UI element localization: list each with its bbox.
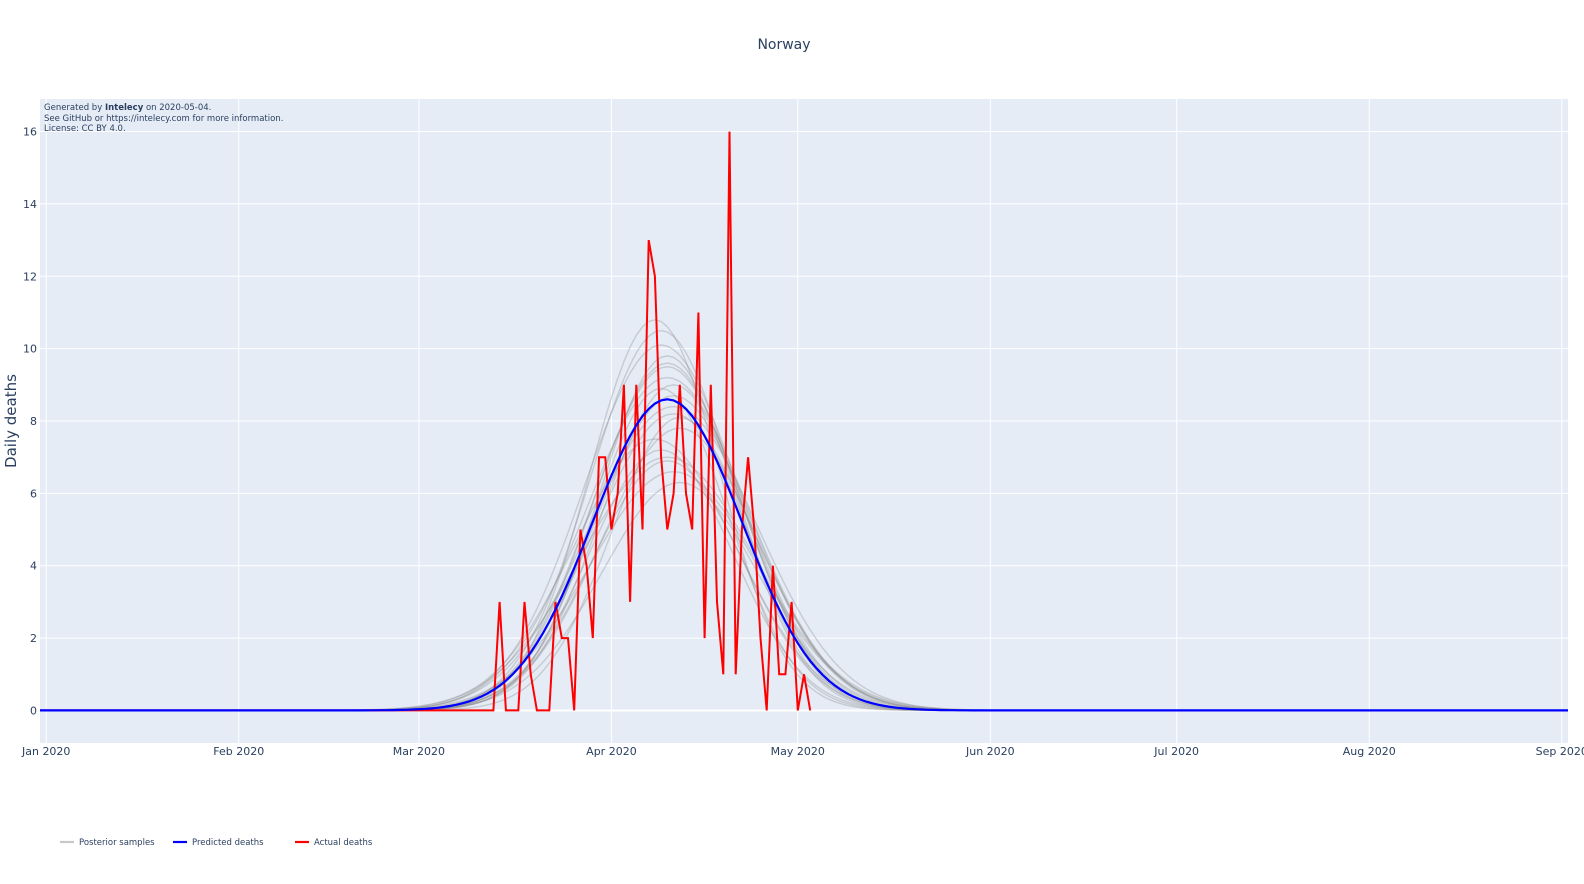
grid-lines xyxy=(40,99,1568,743)
y-tick-label: 12 xyxy=(23,270,37,283)
y-tick-label: 16 xyxy=(23,126,37,139)
x-tick-label: Jun 2020 xyxy=(965,745,1015,758)
y-tick-label: 8 xyxy=(30,415,37,428)
y-axis-label: Daily deaths xyxy=(2,374,20,468)
x-tick-label: Sep 2020 xyxy=(1536,745,1584,758)
legend-label: Predicted deaths xyxy=(192,838,264,848)
legend-item-actual-deaths[interactable]: Actual deaths xyxy=(295,838,373,848)
legend-label: Posterior samples xyxy=(79,838,155,848)
legend-label: Actual deaths xyxy=(314,838,373,848)
annotation-line-3: License: CC BY 4.0. xyxy=(44,124,126,134)
chart-title: Norway xyxy=(757,37,810,53)
x-axis-ticks: Jan 2020 Feb 2020 Mar 2020 Apr 2020 May 2020… xyxy=(21,745,1584,758)
annotation: Generated by Intelecy on 2020-05-04. See… xyxy=(44,103,283,134)
y-tick-label: 10 xyxy=(23,343,37,356)
y-tick-label: 0 xyxy=(30,704,37,717)
x-tick-label: May 2020 xyxy=(771,745,825,758)
predicted-deaths-line xyxy=(40,398,1568,712)
annotation-line-2: See GitHub or https://intelecy.com for m… xyxy=(44,114,283,124)
x-tick-label: Feb 2020 xyxy=(213,745,264,758)
predicted-deaths-series xyxy=(40,398,1568,712)
legend-item-predicted-deaths[interactable]: Predicted deaths xyxy=(173,838,264,848)
x-tick-label: Jul 2020 xyxy=(1153,745,1199,758)
legend-item-posterior-samples[interactable]: Posterior samples xyxy=(60,838,155,848)
y-axis-ticks: 0 2 4 6 8 10 12 14 16 xyxy=(23,126,37,718)
y-tick-label: 6 xyxy=(30,487,37,500)
legend[interactable]: Posterior samples Predicted deaths Actual … xyxy=(60,838,373,848)
x-tick-label: Mar 2020 xyxy=(393,745,445,758)
y-tick-label: 14 xyxy=(23,198,37,211)
actual-deaths-series xyxy=(40,131,812,712)
y-tick-label: 2 xyxy=(30,632,37,645)
y-tick-label: 4 xyxy=(30,560,37,573)
x-tick-label: Aug 2020 xyxy=(1343,745,1396,758)
actual-deaths-line xyxy=(40,131,812,712)
x-tick-label: Jan 2020 xyxy=(21,745,70,758)
annotation-line-1: Generated by Intelecy on 2020-05-04. xyxy=(44,103,211,113)
x-tick-label: Apr 2020 xyxy=(586,745,637,758)
